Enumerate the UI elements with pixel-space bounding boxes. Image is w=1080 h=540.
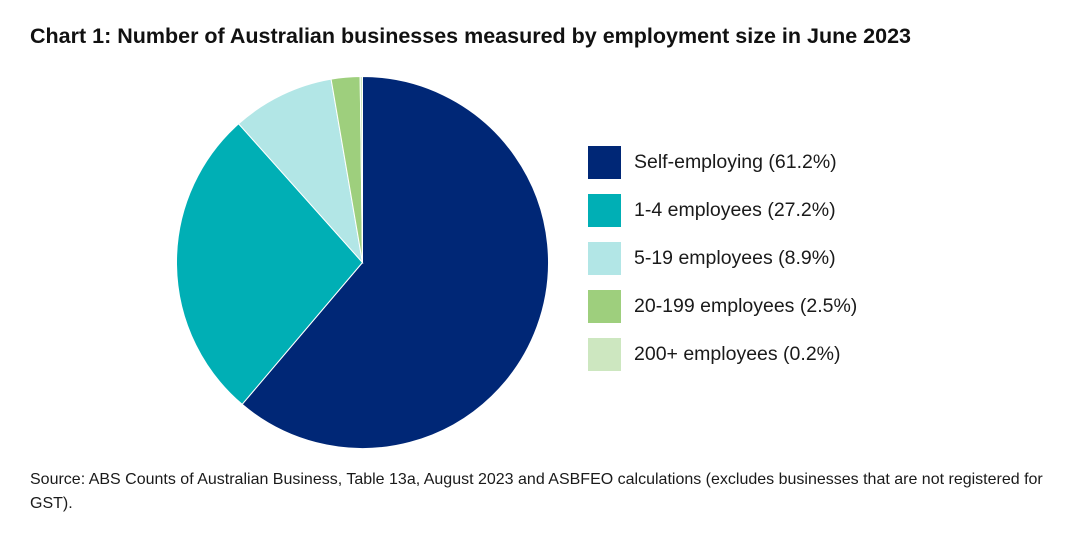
legend-item: 1-4 employees (27.2%) — [588, 194, 857, 227]
legend-label: 1-4 employees (27.2%) — [634, 199, 836, 221]
pie-slice-200-employees — [359, 75, 363, 263]
legend-label: Self-employing (61.2%) — [634, 151, 837, 173]
pie-slice-5-19-employees — [237, 78, 364, 265]
legend-label: 5-19 employees (8.9%) — [634, 247, 836, 269]
pie-slice-1-4-employees — [176, 123, 364, 406]
legend-swatch — [588, 194, 621, 227]
legend-item: 5-19 employees (8.9%) — [588, 242, 857, 275]
legend-swatch — [588, 146, 621, 179]
source-note: Source: ABS Counts of Australian Busines… — [30, 471, 1043, 512]
legend-item: 200+ employees (0.2%) — [588, 338, 857, 371]
chart-title: Chart 1: Number of Australian businesses… — [30, 24, 911, 48]
legend-swatch — [588, 290, 621, 323]
legend-swatch — [588, 242, 621, 275]
legend: Self-employing (61.2%) 1-4 employees (27.… — [588, 146, 857, 386]
legend-item: 20-199 employees (2.5%) — [588, 290, 857, 323]
legend-label: 20-199 employees (2.5%) — [634, 295, 858, 317]
legend-swatch — [588, 338, 621, 371]
legend-label: 200+ employees (0.2%) — [634, 343, 841, 365]
legend-item: Self-employing (61.2%) — [588, 146, 857, 179]
pie-chart — [176, 75, 549, 449]
pie-slice-self-employing — [241, 75, 549, 449]
